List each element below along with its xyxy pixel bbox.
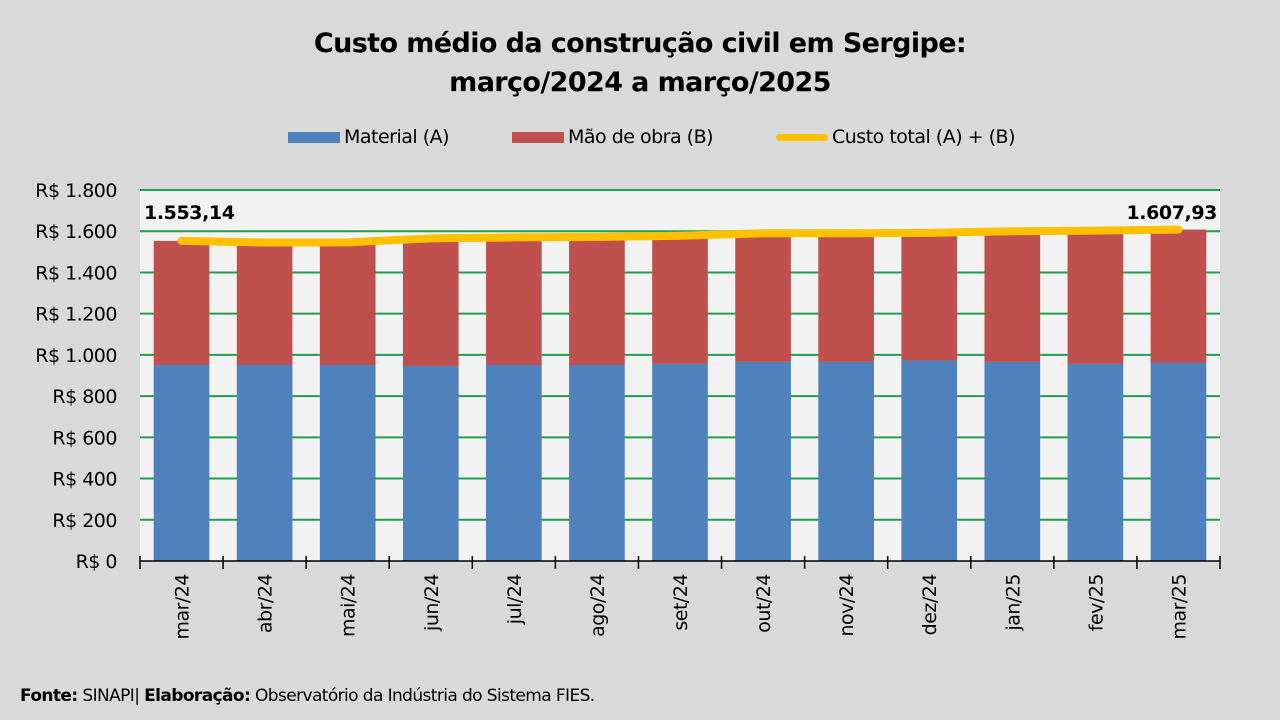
bar-mao-de-obra <box>735 233 791 362</box>
y-tick-label: R$ 1.400 <box>35 262 117 284</box>
x-tick-label: jun/24 <box>421 574 443 632</box>
bar-material <box>569 364 625 561</box>
legend-swatch-mao-de-obra <box>512 131 564 143</box>
bar-material <box>236 364 293 561</box>
legend-label-mao-de-obra: Mão de obra (B) <box>568 126 714 148</box>
footer-separator: | <box>134 686 140 706</box>
bar-mao-de-obra <box>153 240 210 365</box>
bar-mao-de-obra <box>1067 230 1124 364</box>
bar-mao-de-obra <box>569 236 625 365</box>
bar-material <box>818 361 874 561</box>
y-tick-label: R$ 1.000 <box>35 345 117 367</box>
x-tick-label: mar/24 <box>172 574 194 640</box>
y-tick-label: R$ 1.600 <box>35 221 117 243</box>
legend-item-mao-de-obra: Mão de obra (B) <box>512 126 714 148</box>
x-tick-label: jan/25 <box>1002 574 1024 632</box>
bar-material <box>901 360 958 561</box>
bar-mao-de-obra <box>652 235 708 364</box>
x-tick-label: jul/24 <box>504 574 526 626</box>
bar-material <box>486 364 542 561</box>
chart-title-line-1: Custo médio da construção civil em Sergi… <box>313 28 967 59</box>
y-tick-label: R$ 600 <box>52 427 117 449</box>
y-tick-label: R$ 1.200 <box>35 304 117 326</box>
bar-material <box>402 366 459 561</box>
bar-mao-de-obra <box>236 242 293 365</box>
legend-swatch-material <box>288 131 340 143</box>
legend-swatch-custo-total <box>776 133 828 141</box>
bar-material <box>1067 363 1124 561</box>
bar-material <box>984 361 1041 561</box>
bar-mao-de-obra <box>818 233 874 362</box>
x-tick-label: fev/25 <box>1085 574 1107 631</box>
bar-material <box>153 364 210 561</box>
source-value: SINAPI <box>82 686 135 706</box>
chart-title-line-2: março/2024 a março/2025 <box>449 67 831 98</box>
y-tick-label: R$ 800 <box>52 386 117 408</box>
bar-material <box>735 361 791 561</box>
bar-mao-de-obra <box>486 237 542 365</box>
bar-mao-de-obra <box>984 231 1041 362</box>
bar-material <box>319 364 376 561</box>
bar-mao-de-obra <box>319 242 376 365</box>
y-tick-label: R$ 400 <box>52 469 117 491</box>
x-tick-label: dez/24 <box>919 574 941 636</box>
legend: Material (A) Mão de obra (B) Custo total… <box>0 126 1280 154</box>
credit-label: Elaboração: <box>144 686 251 706</box>
x-tick-label: set/24 <box>670 574 692 631</box>
bar-material <box>1150 362 1207 561</box>
y-tick-label: R$ 1.800 <box>35 180 117 202</box>
data-label: 1.553,14 <box>144 202 235 224</box>
x-tick-label: abr/24 <box>255 574 277 634</box>
y-tick-label: R$ 200 <box>52 510 117 532</box>
chart-title: Custo médio da construção civil em Sergi… <box>0 24 1280 102</box>
bar-mao-de-obra <box>402 238 459 367</box>
x-tick-label: mai/24 <box>338 574 360 637</box>
bar-mao-de-obra <box>901 232 958 361</box>
bar-mao-de-obra <box>1150 229 1207 363</box>
legend-label-custo-total: Custo total (A) + (B) <box>832 126 1016 148</box>
x-tick-label: mar/25 <box>1168 574 1190 640</box>
credit-value: Observatório da Indústria do Sistema FIE… <box>255 686 595 706</box>
legend-item-custo-total: Custo total (A) + (B) <box>776 126 1016 148</box>
data-label: 1.607,93 <box>1126 202 1217 224</box>
x-tick-label: ago/24 <box>587 574 609 637</box>
x-tick-label: nov/24 <box>836 574 858 637</box>
x-tick-label: out/24 <box>753 574 775 633</box>
y-tick-label: R$ 0 <box>76 551 117 573</box>
source-label: Fonte: <box>20 686 78 706</box>
bar-material <box>652 363 708 561</box>
footer: Fonte: SINAPI| Elaboração: Observatório … <box>20 686 595 706</box>
legend-label-material: Material (A) <box>344 126 450 148</box>
legend-item-material: Material (A) <box>288 126 450 148</box>
